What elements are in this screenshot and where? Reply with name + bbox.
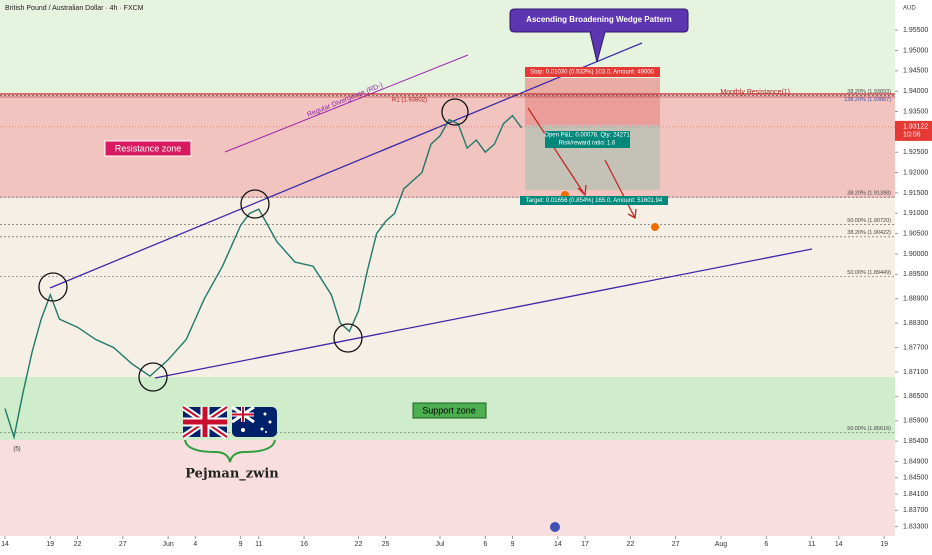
uk-flag (181, 404, 229, 440)
divergence-line (224, 54, 469, 153)
circle (240, 189, 270, 219)
x-tick-label: 6 (764, 541, 768, 548)
target-label: Target: 0.01656 (0.854%) 165.0, Amount: … (526, 198, 663, 204)
pattern-label: Ascending Broadening Wedge Pattern (526, 15, 672, 24)
x-tick-label: 25 (382, 541, 390, 548)
x-tick-label: 14 (835, 541, 843, 548)
stop-box (525, 78, 660, 125)
y-tick-label: 1.84900 (903, 458, 928, 465)
upper-background (0, 0, 895, 93)
y-tick-label: 1.89500 (903, 271, 928, 278)
pnl-label: Open P&L: 0.00078, Qty: 24271 (544, 133, 630, 139)
y-tick-label: 1.91000 (903, 210, 928, 217)
y-tick-label: 1.88300 (903, 320, 928, 327)
arrow (604, 159, 637, 220)
countdown: 10:06 (903, 132, 921, 139)
icon (550, 522, 560, 532)
x-tick-label: 6 (483, 541, 487, 548)
y-tick-label: 1.84500 (903, 475, 928, 482)
y-tick-label: 1.92000 (903, 169, 928, 176)
wedge-upper (49, 42, 643, 289)
callout (509, 8, 689, 63)
y-tick-label: 1.90500 (903, 230, 928, 237)
y-tick-label: 1.88900 (903, 296, 928, 303)
support-label: Support zone (422, 405, 476, 415)
y-tick-label: 1.95000 (903, 47, 928, 54)
x-tick-label: 19 (880, 541, 888, 548)
pnl-tag (545, 131, 630, 148)
arrow (527, 107, 587, 197)
icon (651, 223, 659, 231)
x-tick-label: 27 (119, 541, 127, 548)
x-tick-label: 14 (554, 541, 562, 548)
fib-label: 50.00% (1.89449) (847, 270, 891, 276)
x-tick-label: Jun (162, 541, 173, 548)
x-tick-label: Aug (715, 541, 728, 548)
y-tick-label: 1.94500 (903, 68, 928, 75)
y-tick-label: 1.86500 (903, 393, 928, 400)
fib-label: 38.20% (1.93893) (847, 89, 891, 95)
stop-tag (525, 67, 660, 77)
brace (184, 439, 276, 463)
fib-label: 50.00% (1.85616) (847, 426, 891, 432)
x-tick-label: 19 (46, 541, 54, 548)
y-tick-label: 1.84100 (903, 491, 928, 498)
y-tick-label: 1.83700 (903, 507, 928, 514)
time-axis-panel (0, 536, 895, 550)
fib-label: 138.20% (1.93887) (844, 97, 891, 103)
x-tick-label: 9 (511, 541, 515, 548)
currency: AUD (903, 6, 916, 12)
x-tick-label: 4 (193, 541, 197, 548)
wave-label: (5) (13, 447, 20, 453)
target-tag (520, 196, 668, 205)
last-price-tag (895, 120, 932, 141)
y-tick-label: 1.87100 (903, 369, 928, 376)
last-price: 1.93122 (903, 124, 928, 131)
y-tick-label: 1.93500 (903, 108, 928, 115)
circle (333, 323, 363, 353)
circle (38, 272, 68, 302)
stop-label: Stop: 0.01030 (0.533%) 103.0, Amount: 49… (530, 70, 654, 76)
y-tick-label: 1.85400 (903, 438, 928, 445)
x-tick-label: 11 (255, 541, 262, 548)
y-tick-label: 1.94000 (903, 88, 928, 95)
y-tick-label: 1.90000 (903, 251, 928, 258)
x-tick-label: 9 (239, 541, 243, 548)
support-badge (412, 402, 487, 419)
x-tick-label: 11 (808, 541, 815, 548)
x-tick-label: 22 (626, 541, 634, 548)
circle (441, 98, 469, 126)
pivot-label: R1 (1.93802) (392, 98, 427, 104)
wedge-lower (154, 248, 813, 379)
chart-title: British Pound / Australian Dollar · 4h ·… (5, 5, 144, 12)
monthly-label: Monthly Resistance(1) (720, 89, 790, 96)
fib-label: 38.20% (1.90422) (847, 230, 891, 236)
resistance-label: Resistance zone (115, 143, 182, 153)
fib-label: 38.20% (1.91398) (847, 191, 891, 197)
x-tick-label: Jul (436, 541, 445, 548)
circle (138, 362, 168, 392)
mid-background (0, 198, 895, 377)
x-tick-label: 27 (672, 541, 680, 548)
y-tick-label: 1.85900 (903, 418, 928, 425)
resistance-badge (104, 140, 192, 157)
x-tick-label: 14 (1, 541, 9, 548)
y-tick-label: 1.92500 (903, 149, 928, 156)
x-tick-label: 22 (74, 541, 82, 548)
y-tick-label: 1.95500 (903, 27, 928, 34)
x-tick-label: 17 (581, 541, 589, 548)
x-tick-label: 16 (300, 541, 308, 548)
author: Pejman_zwin (185, 467, 279, 482)
price-line (4, 114, 523, 440)
y-tick-label: 1.87700 (903, 344, 928, 351)
au-flag (231, 405, 277, 437)
fib-label: 50.00% (1.90720) (847, 218, 891, 224)
x-tick-label: 22 (355, 541, 363, 548)
lower-background (0, 440, 895, 536)
price-axis-panel (895, 0, 932, 550)
y-tick-label: 1.83300 (903, 523, 928, 530)
ratio-label: Risk/reward ratio: 1.6 (559, 141, 616, 147)
y-tick-label: 1.91500 (903, 190, 928, 197)
